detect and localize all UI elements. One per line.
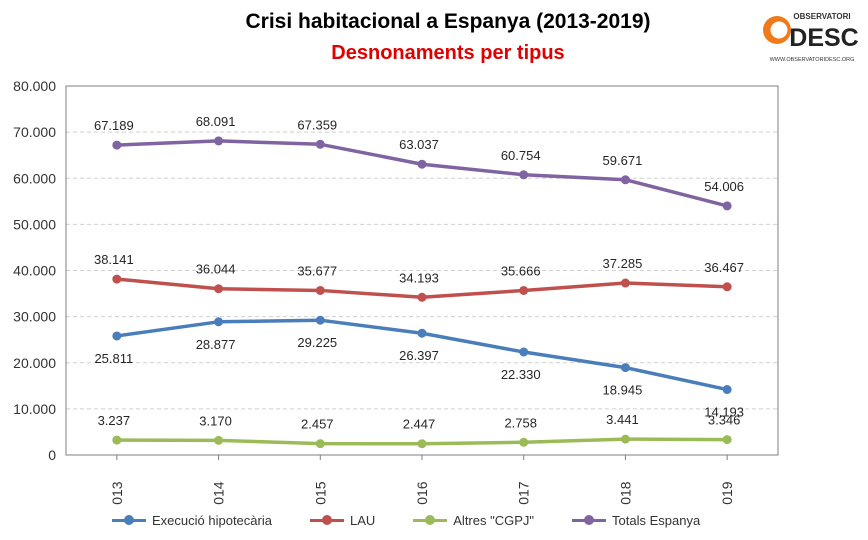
data-label: 2.758 bbox=[504, 415, 537, 430]
y-tick-label: 10.000 bbox=[13, 401, 56, 417]
x-tick-label: 2016 bbox=[414, 481, 430, 505]
legend-swatch bbox=[413, 514, 448, 525]
data-point bbox=[112, 435, 122, 445]
x-tick-label: 2017 bbox=[516, 481, 532, 505]
data-label: 68.091 bbox=[196, 114, 236, 129]
data-label: 35.677 bbox=[297, 263, 337, 278]
data-label: 36.044 bbox=[196, 262, 236, 277]
data-label: 34.193 bbox=[399, 270, 439, 285]
data-point bbox=[315, 315, 325, 325]
legend-item: Totals Espanya bbox=[572, 513, 700, 528]
y-tick-label: 20.000 bbox=[13, 355, 56, 371]
data-label: 36.467 bbox=[704, 260, 744, 275]
data-point bbox=[417, 292, 427, 302]
legend-label: Altres "CGPJ" bbox=[453, 512, 535, 528]
legend-swatch bbox=[309, 514, 344, 525]
data-point bbox=[112, 331, 122, 341]
data-label: 3.346 bbox=[708, 413, 741, 428]
data-point bbox=[315, 285, 325, 295]
legend-swatch bbox=[572, 514, 607, 525]
legend-label: Totals Espanya bbox=[612, 512, 701, 528]
data-point bbox=[315, 139, 325, 149]
data-point bbox=[519, 285, 529, 295]
data-label: 38.141 bbox=[94, 252, 134, 267]
data-label: 18.945 bbox=[603, 383, 643, 398]
data-point bbox=[315, 439, 325, 449]
data-point bbox=[620, 278, 630, 288]
x-tick-label: 2013 bbox=[109, 481, 125, 505]
observatori-desc-logo: OBSERVATORI DESC WWW.OBSERVATORIDESC.ORG bbox=[763, 12, 859, 63]
data-label: 14.193 bbox=[704, 405, 744, 420]
data-label: 60.754 bbox=[501, 148, 541, 163]
data-point bbox=[417, 159, 427, 169]
data-point bbox=[214, 435, 224, 445]
data-label: 26.397 bbox=[399, 348, 439, 363]
legend-item: Execució hipotecària bbox=[112, 513, 272, 528]
data-point bbox=[214, 136, 224, 146]
data-point bbox=[722, 385, 732, 395]
data-label: 3.170 bbox=[199, 413, 232, 428]
data-label: 29.225 bbox=[297, 335, 337, 350]
data-point bbox=[620, 434, 630, 444]
legend-label: LAU bbox=[349, 512, 376, 528]
logo-main-text: DESC bbox=[789, 24, 858, 52]
data-label: 67.189 bbox=[94, 118, 134, 133]
data-point bbox=[722, 435, 732, 445]
data-label: 59.671 bbox=[603, 153, 643, 168]
legend-item: Altres "CGPJ" bbox=[413, 513, 534, 528]
x-tick-label: 2018 bbox=[617, 481, 633, 505]
data-point bbox=[519, 437, 529, 447]
legend-swatch bbox=[112, 514, 146, 525]
data-point bbox=[722, 282, 732, 292]
y-tick-label: 70.000 bbox=[13, 124, 56, 140]
legend-label: Execució hipotecària bbox=[152, 512, 272, 528]
data-point bbox=[620, 363, 630, 373]
data-point bbox=[214, 284, 224, 294]
x-tick-label: 2014 bbox=[211, 481, 227, 505]
y-tick-label: 40.000 bbox=[13, 263, 56, 279]
data-label: 22.330 bbox=[501, 367, 541, 382]
data-label: 3.441 bbox=[606, 412, 639, 427]
line-chart: 0 10.000 20.000 30.000 40.000 50.000 60.000 70.… bbox=[13, 78, 779, 505]
data-label: 2.447 bbox=[403, 417, 436, 432]
chart-legend: Execució hipotecària LAU Altres "CGPJ" Tota… bbox=[112, 509, 738, 531]
data-label: 25.811 bbox=[94, 351, 133, 366]
chart-subtitle: Desnonaments per tipus bbox=[331, 42, 565, 64]
data-label: 2.457 bbox=[301, 417, 334, 432]
data-label: 35.666 bbox=[501, 263, 541, 278]
data-label: 63.037 bbox=[399, 137, 439, 152]
data-point bbox=[214, 317, 224, 327]
x-tick-label: 2019 bbox=[719, 481, 735, 505]
logo-url-text: WWW.OBSERVATORIDESC.ORG bbox=[770, 57, 855, 63]
logo-top-text: OBSERVATORI bbox=[793, 12, 850, 21]
data-label: 67.359 bbox=[297, 117, 337, 132]
chart-title: Crisi habitacional a Espanya (2013-2019) bbox=[245, 10, 651, 33]
data-label: 37.285 bbox=[603, 256, 643, 271]
data-point bbox=[112, 274, 122, 284]
y-tick-label: 80.000 bbox=[13, 78, 56, 94]
data-point bbox=[417, 439, 427, 449]
data-point bbox=[519, 170, 529, 180]
y-tick-label: 30.000 bbox=[13, 309, 56, 325]
y-tick-label: 50.000 bbox=[13, 216, 56, 232]
data-point bbox=[112, 140, 122, 150]
y-tick-label: 0 bbox=[48, 447, 56, 463]
data-label: 28.877 bbox=[196, 337, 236, 352]
legend-item: LAU bbox=[309, 512, 376, 528]
data-label: 54.006 bbox=[704, 179, 744, 194]
data-point bbox=[722, 201, 732, 211]
data-point bbox=[417, 328, 427, 338]
x-tick-label: 2015 bbox=[312, 481, 328, 505]
y-tick-label: 60.000 bbox=[13, 170, 56, 186]
data-label: 3.237 bbox=[98, 413, 131, 428]
logo-circle-inner bbox=[770, 21, 788, 39]
data-point bbox=[519, 347, 529, 357]
data-point bbox=[620, 175, 630, 185]
